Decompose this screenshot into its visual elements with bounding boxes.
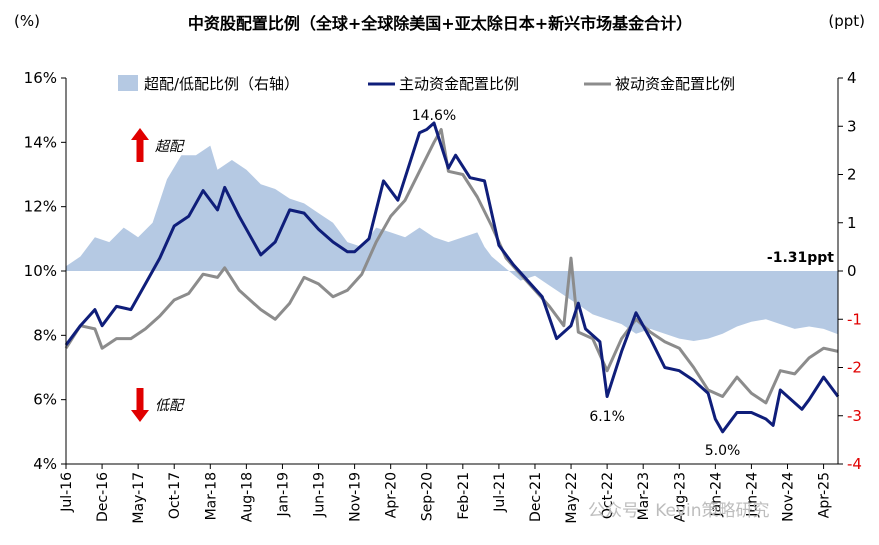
line-series-passive (64, 128, 839, 405)
arrow-up-label: 超配 (155, 139, 185, 155)
x-tick-label: Jan-19 (275, 472, 291, 517)
x-tick-label: May-22 (564, 472, 580, 524)
annotation-low-2022: 6.1% (589, 409, 625, 425)
arrow-down-label: 低配 (155, 398, 185, 414)
left-tick-label: 8% (33, 326, 57, 344)
right-axis-unit: (ppt) (828, 12, 865, 30)
x-tick-label: Sep-20 (420, 472, 436, 521)
watermark-text: 公众号 · Kevin策略研究 (588, 501, 770, 521)
x-tick-label: Oct-22 (600, 472, 616, 519)
arrow-down-icon (131, 388, 149, 422)
x-tick-label: Aug-23 (672, 472, 688, 522)
x-tick-label: Jun-24 (744, 472, 760, 518)
right-tick-label: -4 (847, 455, 862, 473)
x-tick-label: Apr-20 (384, 472, 400, 518)
right-tick-label: -1 (847, 310, 862, 328)
right-tick-label: 2 (847, 166, 857, 184)
x-tick-label: Jan-24 (708, 472, 724, 518)
x-tick-label: Jul-21 (492, 472, 508, 513)
x-tick-label: Nov-24 (780, 472, 796, 522)
x-tick-label: Jul-16 (59, 472, 75, 513)
legend-label-area: 超配/低配比例（右轴） (144, 75, 299, 93)
right-tick-label: -3 (847, 407, 862, 425)
left-tick-label: 16% (24, 69, 57, 87)
x-tick-label: May-17 (131, 472, 147, 524)
x-tick-label: Feb-21 (456, 472, 472, 520)
annotation-low-2024: 5.0% (705, 443, 741, 459)
legend-label-active: 主动资金配置比例 (399, 75, 519, 93)
left-tick-label: 4% (33, 455, 57, 473)
x-tick-label: Apr-25 (817, 472, 833, 518)
right-tick-label: 1 (847, 214, 857, 232)
line-series-active (64, 121, 840, 434)
right-tick-label: 3 (847, 117, 857, 135)
left-axis-unit: (%) (14, 12, 40, 30)
right-tick-label: -2 (847, 359, 862, 377)
area-series-overweight (66, 145, 838, 341)
x-tick-label: Dec-16 (95, 472, 111, 522)
x-tick-label: Jun-19 (312, 472, 328, 518)
x-tick-label: Dec-21 (528, 472, 544, 522)
annotation-peak: 14.6% (412, 108, 456, 124)
legend-swatch-area (118, 75, 138, 91)
chart-title: 中资股配置比例（全球+全球除美国+亚太除日本+新兴市场基金合计） (187, 14, 693, 33)
legend-label-passive: 被动资金配置比例 (615, 75, 735, 93)
x-tick-label: Aug-18 (239, 472, 255, 522)
arrow-up-icon (131, 128, 149, 162)
x-tick-label: Mar-23 (636, 472, 652, 520)
left-tick-label: 14% (24, 133, 57, 151)
right-tick-label: 0 (847, 262, 857, 280)
x-tick-label: Mar-18 (203, 472, 219, 520)
annotation-last-value: -1.31ppt (767, 250, 834, 266)
left-tick-label: 10% (24, 262, 57, 280)
left-tick-label: 6% (33, 391, 57, 409)
x-tick-label: Oct-17 (167, 472, 183, 519)
x-tick-label: Nov-19 (348, 472, 364, 522)
right-tick-label: 4 (847, 69, 857, 87)
left-tick-label: 12% (24, 198, 57, 216)
